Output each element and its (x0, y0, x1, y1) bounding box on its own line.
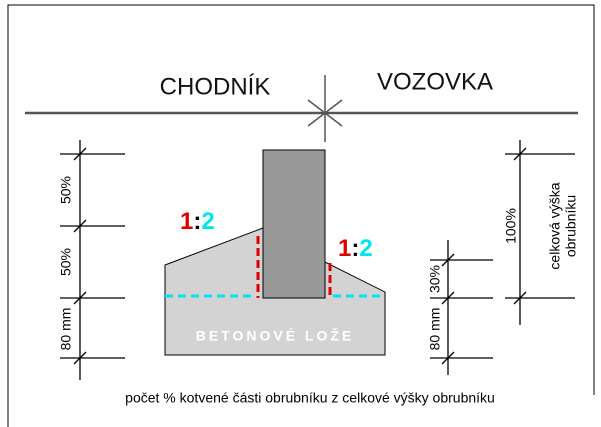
slope-ratio: 1:2 (180, 208, 215, 235)
dim-label: 50% (58, 248, 74, 276)
dimension-right (430, 240, 493, 375)
slope-part: 1 (180, 208, 193, 235)
slope-part: 2 (201, 208, 214, 235)
frame (7, 4, 595, 427)
dim-label: 80 mm (58, 308, 74, 351)
caption: počet % kotvené části obrubníku z celkov… (125, 390, 495, 406)
dim-label: 30% (427, 265, 443, 293)
slope-part: : (351, 235, 359, 262)
curb (262, 149, 326, 299)
slope-part: 1 (338, 235, 351, 262)
slope-part: 2 (359, 235, 372, 262)
divider (307, 75, 343, 142)
slope-ratio: 1:2 (338, 235, 373, 262)
slope-part: : (193, 208, 201, 235)
dim-label: 50% (58, 176, 74, 204)
bed-label: BETONOVÉ LOŽE (196, 327, 355, 344)
anchor-line (256, 236, 332, 298)
zone-label: VOZOVKA (377, 68, 493, 95)
dim-label: celková výška (547, 182, 563, 269)
dimension-total (505, 140, 575, 325)
dim-label: 80 mm (427, 308, 443, 351)
zone-label: CHODNÍK (160, 73, 271, 100)
dim-label: obrubníku (563, 195, 579, 257)
dimension-left (60, 140, 125, 380)
dim-label: 100% (503, 208, 519, 244)
